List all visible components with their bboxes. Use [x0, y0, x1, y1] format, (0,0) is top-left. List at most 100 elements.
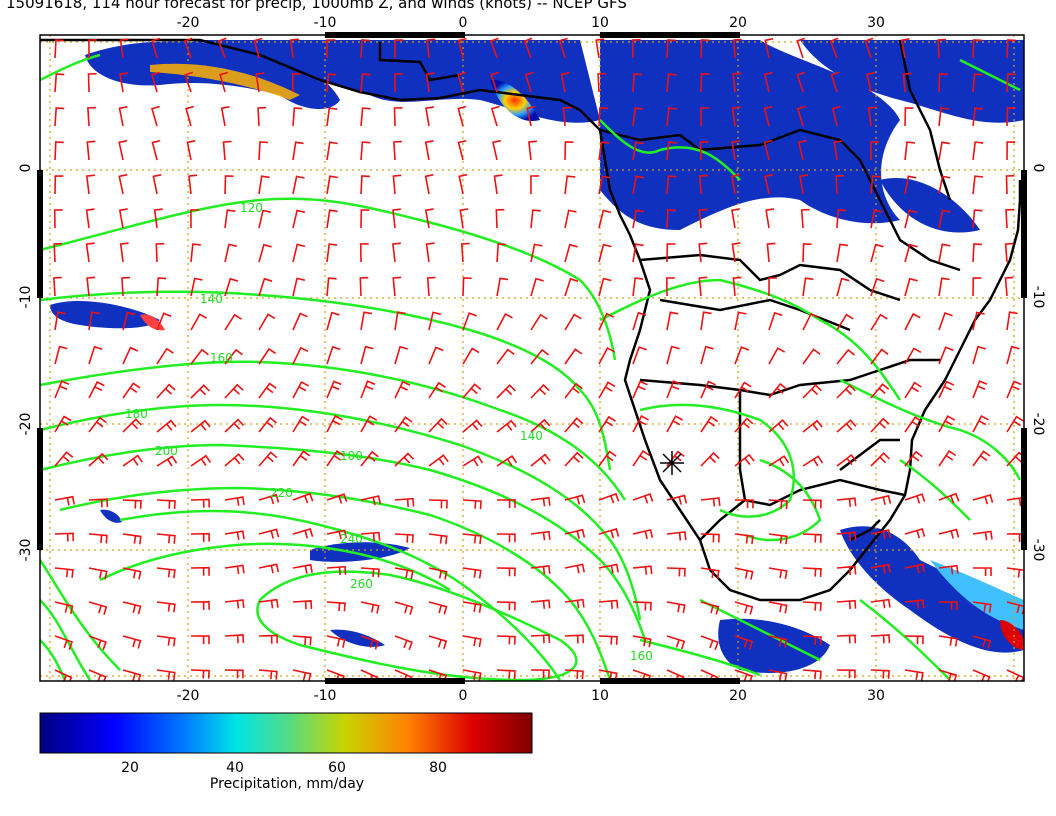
wind-barb	[326, 449, 345, 467]
wind-barb	[183, 37, 193, 59]
wind-barb	[1006, 311, 1018, 331]
wind-barb	[972, 669, 991, 681]
wind-barb	[190, 532, 210, 542]
wind-barb	[802, 312, 819, 331]
wind-barb	[87, 106, 96, 127]
wind-barb	[156, 347, 174, 365]
wind-barb	[734, 567, 754, 580]
lat-tick-label-left: -30	[18, 539, 34, 562]
wind-barb	[700, 497, 721, 507]
wind-barb	[54, 73, 65, 93]
wind-barb	[86, 140, 96, 161]
wind-barb	[258, 528, 280, 539]
wind-barb	[258, 382, 277, 399]
wind-barb	[496, 384, 516, 399]
wind-barb	[292, 277, 305, 297]
wind-barb	[360, 415, 378, 433]
wind-barb	[156, 499, 176, 509]
wind-barb	[530, 496, 551, 507]
wind-barb	[904, 209, 918, 229]
wind-barb	[632, 141, 644, 161]
wind-barb	[394, 497, 415, 508]
wind-barb	[1006, 107, 1016, 127]
wind-barb	[802, 383, 822, 399]
wind-barb	[870, 348, 889, 365]
wind-barb	[836, 531, 857, 541]
wind-barb	[768, 499, 788, 510]
wind-barb	[972, 380, 988, 399]
wind-barb	[122, 499, 142, 509]
wind-barb	[360, 567, 380, 578]
wind-barb	[632, 565, 653, 575]
wind-barb	[190, 348, 209, 365]
wind-barb	[1006, 567, 1024, 579]
wind-barb	[457, 71, 467, 93]
wind-barb	[151, 105, 160, 127]
wind-barb	[564, 141, 574, 161]
wind-barb	[632, 601, 652, 611]
wind-barb	[864, 37, 874, 59]
wind-barb	[800, 208, 810, 229]
wind-barb	[768, 277, 777, 296]
wind-barb	[394, 39, 404, 59]
wind-barb	[802, 348, 821, 365]
wind-barb	[938, 346, 954, 365]
wind-barb	[119, 242, 129, 263]
wind-barb	[797, 139, 807, 161]
contour-label: 140	[200, 292, 223, 306]
wind-barb	[88, 311, 100, 331]
wind-barb	[326, 243, 338, 263]
wind-barb	[88, 567, 108, 580]
contour-label: 100	[340, 449, 363, 463]
wind-barb	[972, 601, 992, 613]
wind-barb	[425, 242, 435, 263]
wind-barb	[598, 450, 617, 467]
wind-barb	[224, 564, 245, 575]
wind-barb	[597, 72, 607, 93]
wind-barb	[598, 492, 620, 504]
wind-barb	[564, 277, 579, 297]
wind-barb	[222, 140, 232, 161]
wind-barb	[122, 346, 139, 365]
wind-barb	[54, 601, 74, 615]
wind-barb	[829, 37, 839, 59]
wind-barb	[972, 345, 986, 365]
wind-barb	[122, 635, 142, 649]
wind-barb	[598, 107, 608, 127]
wind-barb	[598, 277, 612, 297]
wind-barb	[119, 38, 129, 59]
lon-tick-label-top: 0	[459, 15, 468, 31]
wind-barb	[258, 451, 278, 467]
wind-barb	[564, 313, 582, 331]
wind-barb	[462, 419, 483, 433]
wind-barb	[492, 139, 501, 161]
wind-barb	[598, 415, 616, 433]
wind-barb	[632, 346, 647, 365]
lon-tick-label-top: -20	[177, 15, 200, 31]
wind-barb	[763, 105, 773, 127]
wind-barb	[156, 533, 176, 544]
wind-barb	[428, 601, 448, 615]
wind-barb	[836, 634, 857, 644]
wind-barb	[768, 669, 788, 681]
wind-barb	[190, 419, 211, 433]
wind-barb	[54, 345, 68, 365]
wind-barb	[156, 635, 176, 647]
wind-barb	[700, 39, 710, 59]
wind-barb	[428, 533, 448, 545]
wind-barb	[1006, 73, 1016, 93]
lat-tick-label-right: 0	[1030, 164, 1046, 173]
wind-barb	[530, 418, 551, 433]
wind-barb	[763, 71, 773, 93]
wind-barb	[88, 635, 107, 650]
wind-barb	[666, 209, 676, 229]
wind-barb	[496, 419, 517, 433]
wind-barb	[564, 598, 585, 609]
wind-barb	[870, 383, 890, 399]
wind-barb	[666, 601, 686, 614]
wind-barb	[326, 107, 338, 127]
wind-barb	[734, 381, 752, 399]
contour-labels: 120 140 160 180 200 220 240 260 100 140 …	[125, 201, 653, 663]
wind-barb	[666, 494, 688, 505]
wind-barb	[118, 106, 128, 127]
